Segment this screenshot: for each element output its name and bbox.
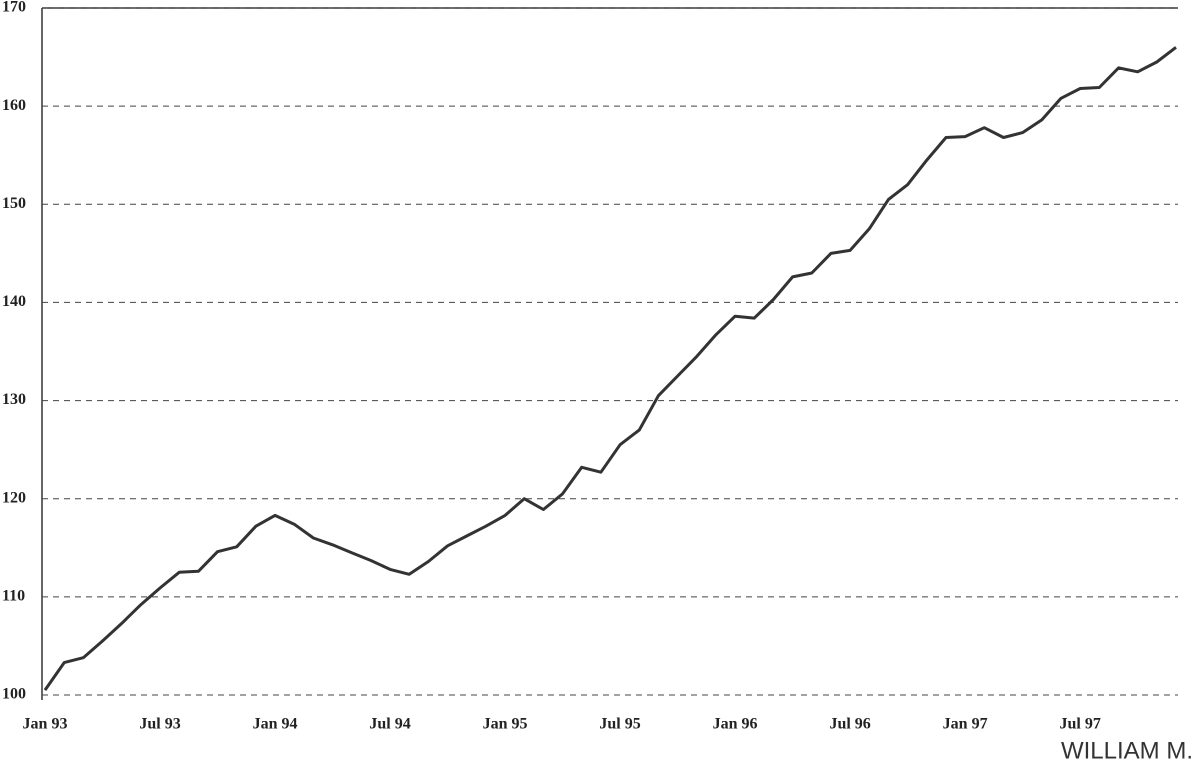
y-tick-label: 140 (2, 293, 26, 310)
x-tick-label: Jul 93 (139, 716, 180, 733)
x-tick-label: Jul 94 (369, 716, 410, 733)
x-tick-label: Jul 96 (829, 716, 870, 733)
x-tick-label: Jan 94 (253, 716, 298, 733)
y-tick-label: 110 (2, 588, 25, 605)
y-tick-label: 130 (2, 391, 26, 408)
x-tick-label: Jul 97 (1059, 716, 1100, 733)
x-tick-label: Jan 93 (23, 716, 68, 733)
credit: WILLIAM M. (1061, 737, 1193, 764)
y-tick-label: 100 (2, 686, 26, 703)
x-tick-label: Jan 95 (483, 716, 528, 733)
x-tick-label: Jan 97 (943, 716, 988, 733)
y-tick-label: 160 (2, 97, 26, 114)
x-tick-label: Jan 96 (713, 716, 758, 733)
data-line (43, 46, 1177, 691)
y-tick-label: 120 (2, 489, 26, 506)
y-tick-label: 170 (2, 0, 26, 16)
y-tick-label: 150 (2, 195, 26, 212)
x-tick-label: Jul 95 (599, 716, 640, 733)
